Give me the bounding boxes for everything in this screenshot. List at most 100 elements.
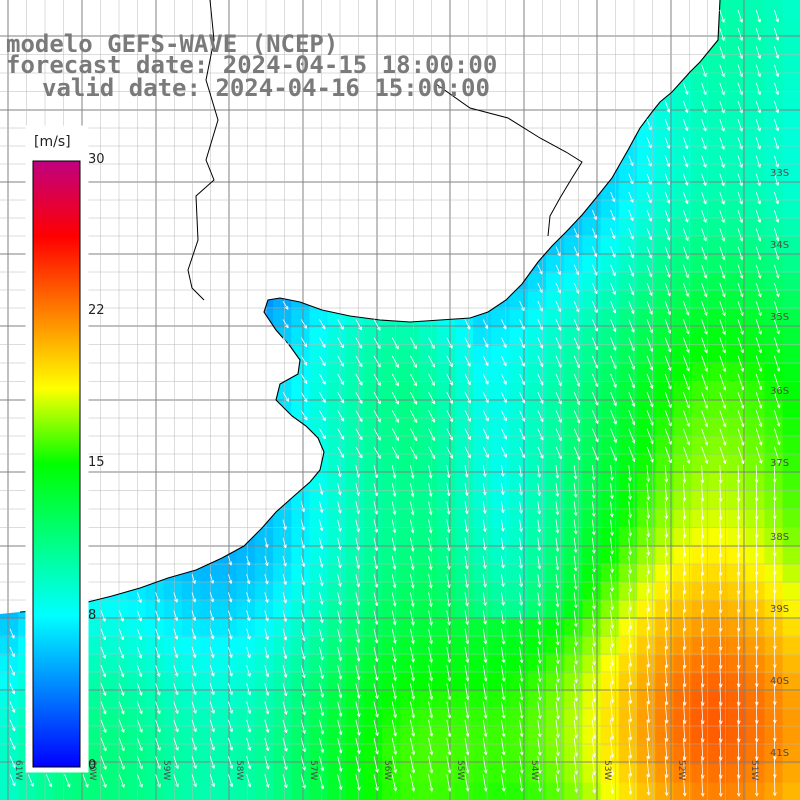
wind-cell bbox=[236, 600, 256, 620]
wind-cell bbox=[109, 637, 128, 656]
wind-arrow-head bbox=[555, 566, 560, 571]
wind-cell bbox=[600, 728, 620, 747]
wind-arrow bbox=[610, 210, 615, 221]
wind-arrow bbox=[683, 483, 685, 502]
wind-cell bbox=[218, 691, 238, 711]
wind-cell bbox=[782, 127, 800, 147]
wind-arrow bbox=[464, 337, 471, 348]
wind-cell bbox=[600, 291, 620, 310]
wind-arrow bbox=[410, 537, 414, 552]
wind-cell bbox=[600, 764, 620, 784]
wind-arrow-head bbox=[519, 751, 524, 756]
wind-arrow-head bbox=[537, 584, 542, 588]
wind-arrow bbox=[155, 737, 161, 751]
wind-cell bbox=[691, 455, 711, 474]
wind-arrow-head bbox=[375, 750, 379, 755]
wind-cell bbox=[546, 618, 565, 638]
wind-arrow-head bbox=[757, 127, 761, 132]
wind-arrow-head bbox=[521, 307, 525, 312]
wind-cell bbox=[655, 637, 674, 656]
wind-arrow bbox=[428, 446, 436, 459]
wind-arrow-head bbox=[758, 330, 762, 335]
wind-arrow-head bbox=[102, 673, 107, 678]
wind-arrow-head bbox=[340, 381, 345, 386]
wind-cell bbox=[418, 582, 438, 602]
wind-arrow bbox=[683, 119, 688, 131]
wind-cell bbox=[746, 72, 765, 92]
wind-arrow-head bbox=[592, 642, 596, 647]
colorbar bbox=[25, 125, 89, 773]
wind-arrow bbox=[610, 337, 617, 351]
wind-arrow bbox=[319, 355, 326, 367]
wind-arrow-head bbox=[102, 692, 107, 696]
wind-cell bbox=[673, 364, 693, 383]
wind-cell bbox=[309, 364, 329, 383]
wind-arrow bbox=[555, 282, 561, 294]
wind-cell bbox=[491, 527, 511, 547]
wind-arrow-head bbox=[247, 728, 252, 733]
wind-cell bbox=[564, 782, 583, 800]
wind-cell bbox=[564, 546, 583, 565]
wind-arrow bbox=[664, 646, 668, 668]
wind-arrow-head bbox=[337, 564, 342, 569]
wind-cell bbox=[564, 455, 583, 474]
wind-arrow-head bbox=[338, 638, 342, 643]
wind-arrow-head bbox=[410, 493, 415, 497]
wind-arrow bbox=[719, 392, 726, 409]
wind-arrow-head bbox=[192, 617, 197, 621]
wind-cell bbox=[163, 746, 183, 765]
wind-arrow bbox=[300, 701, 306, 716]
wind-cell bbox=[655, 782, 674, 800]
wind-cell bbox=[163, 709, 183, 729]
wind-arrow bbox=[664, 191, 670, 204]
wind-arrow bbox=[264, 610, 269, 622]
wind-arrow-head bbox=[557, 308, 562, 313]
wind-arrow-head bbox=[537, 565, 542, 570]
wind-arrow-head bbox=[465, 751, 470, 756]
wind-arrow-head bbox=[265, 654, 269, 659]
wind-arrow-head bbox=[466, 325, 471, 330]
wind-arrow bbox=[209, 574, 214, 584]
wind-arrow bbox=[300, 501, 305, 513]
wind-arrow-head bbox=[229, 691, 233, 696]
wind-cell bbox=[455, 491, 474, 511]
wind-arrow-head bbox=[684, 127, 689, 132]
wind-arrow bbox=[428, 519, 432, 534]
wind-arrow-head bbox=[576, 401, 581, 406]
wind-cell bbox=[455, 436, 474, 456]
wind-cell bbox=[746, 182, 765, 201]
wind-cell bbox=[527, 564, 547, 583]
wind-arrow-head bbox=[610, 643, 615, 648]
wind-arrow-head bbox=[574, 660, 578, 665]
wind-arrow-head bbox=[156, 654, 161, 659]
wind-arrow bbox=[646, 483, 649, 501]
wind-arrow bbox=[664, 319, 671, 334]
wind-arrow bbox=[246, 574, 250, 584]
wind-arrow bbox=[373, 701, 378, 718]
wind-cell bbox=[782, 673, 800, 693]
wind-cell bbox=[764, 254, 784, 274]
wind-arrow-head bbox=[757, 200, 761, 205]
wind-arrow bbox=[319, 483, 323, 495]
wind-arrow-head bbox=[521, 344, 525, 349]
wind-arrow-head bbox=[102, 654, 106, 659]
wind-cell bbox=[600, 600, 620, 620]
wind-cell bbox=[764, 182, 784, 201]
wind-cell bbox=[782, 309, 800, 329]
wind-arrow-head bbox=[685, 293, 690, 297]
wind-cell bbox=[200, 600, 219, 620]
wind-arrow bbox=[755, 119, 761, 132]
wind-cell bbox=[691, 509, 711, 529]
wind-arrow bbox=[774, 373, 780, 390]
wind-arrow bbox=[446, 592, 450, 607]
wind-cell bbox=[782, 655, 800, 674]
wind-cell bbox=[509, 637, 529, 656]
wind-arrow bbox=[573, 555, 577, 571]
wind-cell bbox=[691, 691, 711, 711]
wind-arrow bbox=[355, 392, 363, 404]
wind-cell bbox=[782, 764, 800, 784]
wind-arrow bbox=[337, 610, 342, 624]
wind-arrow bbox=[519, 519, 522, 532]
wind-arrow bbox=[209, 683, 215, 695]
